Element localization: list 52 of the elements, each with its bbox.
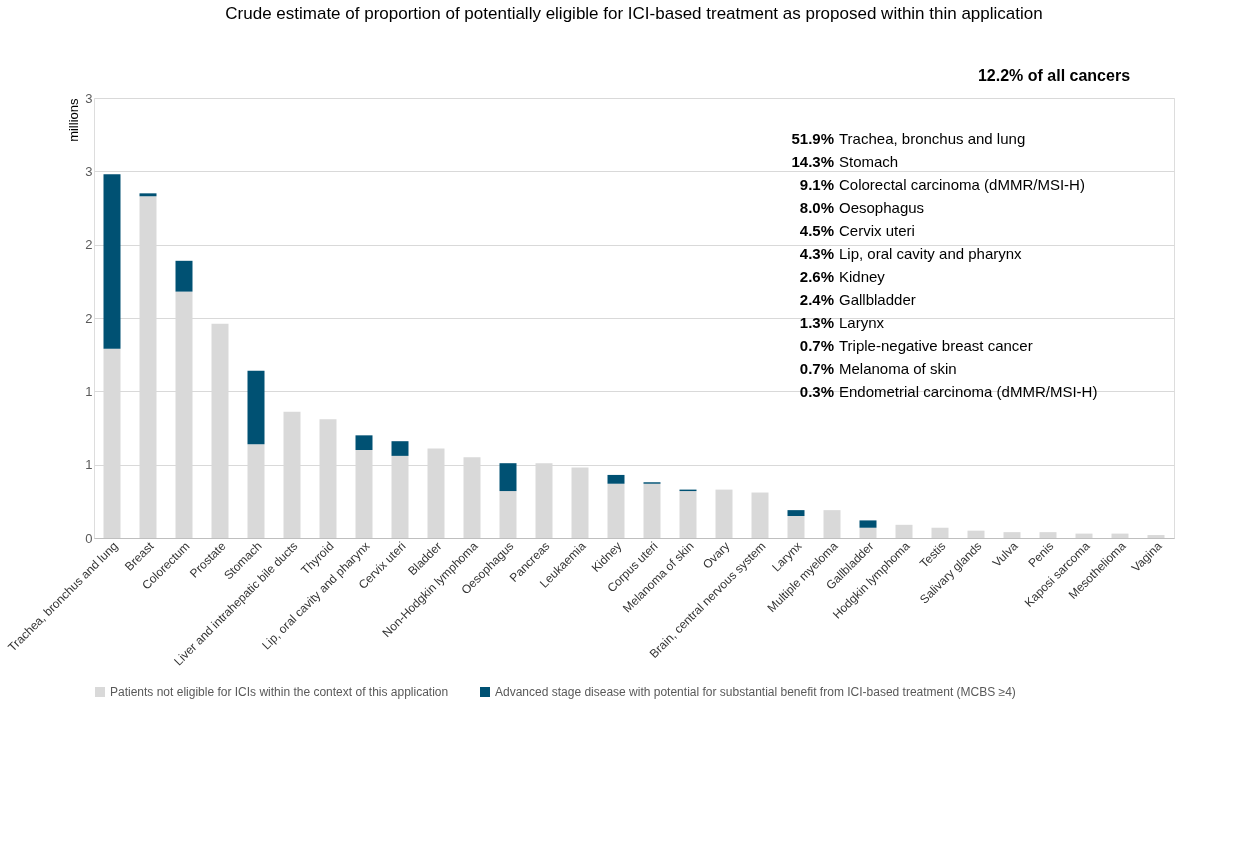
bar	[499, 491, 517, 538]
bar	[787, 510, 805, 516]
bar	[103, 174, 121, 349]
y-tick-label: 1	[85, 457, 93, 473]
bar	[643, 483, 661, 538]
bar	[715, 489, 733, 538]
chart-title: Crude estimate of proportion of potentially eligible for ICI-based treatment as proposed within thin application	[225, 4, 1043, 23]
bar	[787, 516, 805, 538]
bar	[391, 441, 409, 456]
y-tick-label: 2	[85, 237, 93, 253]
bar	[1111, 533, 1129, 538]
legend-label: Advanced stage disease with potential for substantial benefit from ICI-based treatment (MCBS ≥4)	[495, 685, 1016, 699]
y-tick-label: 3	[85, 163, 93, 179]
annotation: 0.3% Endometrial carcinoma (dMMR/MSI-H)	[799, 383, 1098, 400]
bar	[895, 524, 913, 538]
bar	[175, 260, 193, 292]
bar	[607, 474, 625, 484]
bar	[1039, 532, 1057, 538]
annotation: 0.7% Triple-negative breast cancer	[799, 337, 1033, 354]
annotation: 4.3% Lip, oral cavity and pharynx	[799, 245, 1023, 262]
y-tick-label: 0	[85, 530, 93, 546]
bar	[355, 435, 373, 450]
bar	[247, 370, 265, 445]
text: 12.2% of all cancers	[977, 67, 1131, 84]
y-tick-label: 1	[85, 383, 93, 399]
bar	[859, 527, 877, 538]
annotation: 51.9% Trachea, bronchus and lung	[791, 130, 1026, 147]
bar	[139, 193, 157, 197]
y-axis-title: millions	[66, 98, 82, 142]
legend-label: Patients not eligible for ICIs within the context of this application	[110, 685, 449, 699]
annotation: 9.1% Colorectal carcinoma (dMMR/MSI-H)	[799, 176, 1085, 193]
bar	[751, 492, 769, 538]
bar	[499, 463, 517, 492]
annotation: 0.7% Melanoma of skin	[799, 360, 957, 377]
annotation: 2.6% Kidney	[799, 268, 886, 285]
bar	[1075, 533, 1093, 538]
annotation: 14.3% Stomach	[791, 153, 899, 170]
bar	[823, 510, 841, 538]
bar	[607, 483, 625, 538]
bar	[931, 527, 949, 538]
y-tick-label: 3	[85, 90, 93, 106]
annotation: 8.0% Oesophagus	[799, 199, 925, 216]
bar	[679, 491, 697, 538]
y-tick-label: 2	[85, 310, 93, 326]
annotation: 2.4% Gallbladder	[799, 291, 916, 308]
bar	[1147, 535, 1165, 538]
annotation: 1.3% Larynx	[799, 314, 885, 331]
bar	[571, 467, 589, 538]
bar	[859, 520, 877, 528]
bar	[1003, 532, 1021, 538]
bar	[967, 530, 985, 538]
annotation: 4.5% Cervix uteri	[799, 222, 915, 239]
